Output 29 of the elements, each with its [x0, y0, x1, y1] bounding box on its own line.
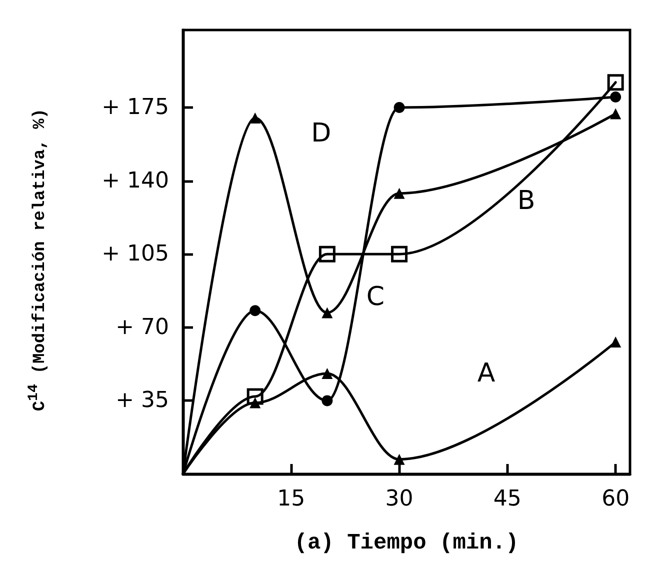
point — [394, 102, 405, 113]
point — [250, 305, 261, 316]
point — [391, 246, 408, 262]
point — [394, 188, 405, 199]
point — [246, 388, 264, 405]
point — [394, 454, 405, 465]
x-tick-label: 60 — [602, 486, 630, 512]
y-tick-label: + 175 — [102, 94, 169, 120]
point — [610, 92, 622, 103]
x-tick-label: 45 — [493, 486, 522, 512]
series-label: D — [311, 118, 332, 148]
point — [610, 108, 622, 120]
point — [322, 395, 333, 406]
series-label: B — [517, 186, 536, 216]
x-tick-label: 30 — [385, 486, 414, 512]
series-label: C — [366, 282, 385, 312]
point — [322, 368, 333, 379]
point — [250, 112, 261, 124]
point — [607, 74, 624, 91]
point — [610, 336, 622, 348]
y-tick-label: + 105 — [102, 242, 169, 267]
series-label: A — [477, 358, 496, 389]
point — [322, 307, 333, 318]
x-tick-label: 15 — [277, 486, 306, 512]
y-tick-label: + 70 — [116, 314, 169, 340]
x-axis-title: (a) Tiempo (min.) — [294, 530, 519, 556]
y-tick-label: + 140 — [102, 168, 169, 194]
point — [318, 246, 336, 262]
y-tick-label: + 35 — [116, 388, 169, 414]
